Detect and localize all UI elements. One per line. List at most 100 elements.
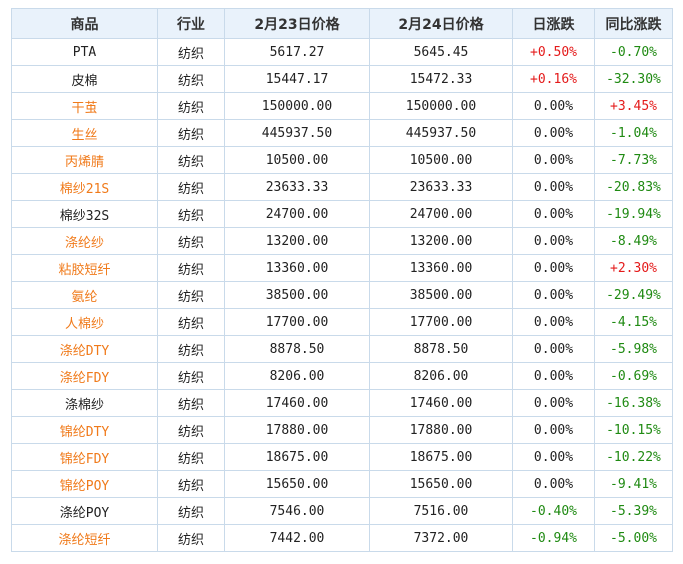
header-daily-change: 日涨跌 (512, 8, 595, 39)
table-row: 氨纶 纺织 38500.00 38500.00 0.00% -29.49% (11, 281, 673, 309)
table-row: PTA 纺织 5617.27 5645.45 +0.50% -0.70% (11, 38, 673, 66)
commodity-name-cell[interactable]: 涤纶DTY (11, 335, 158, 363)
yoy-change-cell: -16.38% (594, 389, 673, 417)
yoy-change-cell: -0.69% (594, 362, 673, 390)
price-feb23-cell: 7442.00 (224, 524, 370, 552)
price-feb23-cell: 15650.00 (224, 470, 370, 498)
industry-cell: 纺织 (157, 65, 225, 93)
daily-change-cell: -0.94% (512, 524, 595, 552)
industry-cell: 纺织 (157, 470, 225, 498)
table-row: 锦纶DTY 纺织 17880.00 17880.00 0.00% -10.15% (11, 416, 673, 444)
daily-change-cell: 0.00% (512, 335, 595, 363)
industry-cell: 纺织 (157, 497, 225, 525)
price-feb24-cell: 150000.00 (369, 92, 513, 120)
table-header-row: 商品 行业 2月23日价格 2月24日价格 日涨跌 同比涨跌 (11, 8, 673, 39)
price-feb24-cell: 15650.00 (369, 470, 513, 498)
daily-change-cell: 0.00% (512, 254, 595, 282)
price-feb23-cell: 38500.00 (224, 281, 370, 309)
daily-change-cell: 0.00% (512, 173, 595, 201)
price-feb24-cell: 17880.00 (369, 416, 513, 444)
commodity-name-cell[interactable]: 棉纱21S (11, 173, 158, 201)
price-feb23-cell: 150000.00 (224, 92, 370, 120)
table-row: 棉纱32S 纺织 24700.00 24700.00 0.00% -19.94% (11, 200, 673, 228)
industry-cell: 纺织 (157, 92, 225, 120)
price-feb24-cell: 17700.00 (369, 308, 513, 336)
price-feb23-cell: 8206.00 (224, 362, 370, 390)
yoy-change-cell: -32.30% (594, 65, 673, 93)
daily-change-cell: 0.00% (512, 281, 595, 309)
price-feb23-cell: 13200.00 (224, 227, 370, 255)
daily-change-cell: 0.00% (512, 362, 595, 390)
price-feb23-cell: 17880.00 (224, 416, 370, 444)
industry-cell: 纺织 (157, 416, 225, 444)
daily-change-cell: 0.00% (512, 416, 595, 444)
industry-cell: 纺织 (157, 335, 225, 363)
commodity-name-cell[interactable]: 涤纶FDY (11, 362, 158, 390)
commodity-name-cell[interactable]: 氨纶 (11, 281, 158, 309)
daily-change-cell: 0.00% (512, 146, 595, 174)
price-feb23-cell: 445937.50 (224, 119, 370, 147)
daily-change-cell: 0.00% (512, 470, 595, 498)
yoy-change-cell: -5.39% (594, 497, 673, 525)
price-feb24-cell: 24700.00 (369, 200, 513, 228)
price-feb23-cell: 18675.00 (224, 443, 370, 471)
price-table-container: 商品 行业 2月23日价格 2月24日价格 日涨跌 同比涨跌 PTA 纺织 5617… (11, 8, 673, 552)
price-feb24-cell: 7516.00 (369, 497, 513, 525)
price-feb23-cell: 10500.00 (224, 146, 370, 174)
table-row: 棉纱21S 纺织 23633.33 23633.33 0.00% -20.83% (11, 173, 673, 201)
daily-change-cell: +0.50% (512, 38, 595, 66)
price-feb24-cell: 13200.00 (369, 227, 513, 255)
commodity-name-cell[interactable]: 锦纶DTY (11, 416, 158, 444)
yoy-change-cell: -4.15% (594, 308, 673, 336)
industry-cell: 纺织 (157, 362, 225, 390)
header-price-feb23: 2月23日价格 (224, 8, 370, 39)
table-row: 涤纶FDY 纺织 8206.00 8206.00 0.00% -0.69% (11, 362, 673, 390)
table-body: PTA 纺织 5617.27 5645.45 +0.50% -0.70% 皮棉 纺织 15447… (11, 38, 673, 552)
commodity-name-cell[interactable]: 干茧 (11, 92, 158, 120)
industry-cell: 纺织 (157, 389, 225, 417)
daily-change-cell: 0.00% (512, 119, 595, 147)
price-feb24-cell: 8206.00 (369, 362, 513, 390)
price-feb23-cell: 5617.27 (224, 38, 370, 66)
yoy-change-cell: -8.49% (594, 227, 673, 255)
header-yoy-change: 同比涨跌 (594, 8, 673, 39)
daily-change-cell: 0.00% (512, 92, 595, 120)
daily-change-cell: +0.16% (512, 65, 595, 93)
yoy-change-cell: +3.45% (594, 92, 673, 120)
price-feb24-cell: 445937.50 (369, 119, 513, 147)
table-row: 粘胶短纤 纺织 13360.00 13360.00 0.00% +2.30% (11, 254, 673, 282)
industry-cell: 纺织 (157, 254, 225, 282)
industry-cell: 纺织 (157, 227, 225, 255)
table-row: 涤纶DTY 纺织 8878.50 8878.50 0.00% -5.98% (11, 335, 673, 363)
table-row: 丙烯腈 纺织 10500.00 10500.00 0.00% -7.73% (11, 146, 673, 174)
table-row: 涤棉纱 纺织 17460.00 17460.00 0.00% -16.38% (11, 389, 673, 417)
table-row: 锦纶POY 纺织 15650.00 15650.00 0.00% -9.41% (11, 470, 673, 498)
industry-cell: 纺织 (157, 443, 225, 471)
industry-cell: 纺织 (157, 281, 225, 309)
commodity-name-cell[interactable]: 锦纶POY (11, 470, 158, 498)
price-feb24-cell: 18675.00 (369, 443, 513, 471)
industry-cell: 纺织 (157, 146, 225, 174)
commodity-name-cell[interactable]: 丙烯腈 (11, 146, 158, 174)
price-feb24-cell: 17460.00 (369, 389, 513, 417)
yoy-change-cell: -29.49% (594, 281, 673, 309)
daily-change-cell: 0.00% (512, 443, 595, 471)
price-feb24-cell: 23633.33 (369, 173, 513, 201)
commodity-name-cell[interactable]: 人棉纱 (11, 308, 158, 336)
price-feb24-cell: 13360.00 (369, 254, 513, 282)
commodity-name-cell: 涤棉纱 (11, 389, 158, 417)
industry-cell: 纺织 (157, 173, 225, 201)
commodity-name-cell[interactable]: 涤纶短纤 (11, 524, 158, 552)
industry-cell: 纺织 (157, 200, 225, 228)
commodity-name-cell[interactable]: 锦纶FDY (11, 443, 158, 471)
commodity-name-cell[interactable]: 粘胶短纤 (11, 254, 158, 282)
commodity-name-cell[interactable]: 涤纶纱 (11, 227, 158, 255)
commodity-name-cell[interactable]: 生丝 (11, 119, 158, 147)
daily-change-cell: 0.00% (512, 200, 595, 228)
yoy-change-cell: -5.00% (594, 524, 673, 552)
table-row: 涤纶短纤 纺织 7442.00 7372.00 -0.94% -5.00% (11, 524, 673, 552)
header-price-feb24: 2月24日价格 (369, 8, 513, 39)
price-feb24-cell: 5645.45 (369, 38, 513, 66)
commodity-name-cell: 涤纶POY (11, 497, 158, 525)
yoy-change-cell: -5.98% (594, 335, 673, 363)
